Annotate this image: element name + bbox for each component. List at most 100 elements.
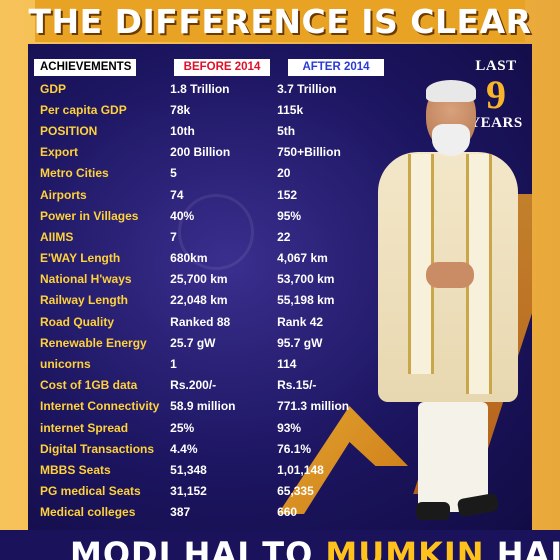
row-label: Per capita GDP [40, 102, 127, 117]
row-label: internet Spread [40, 420, 129, 435]
row-after-value: Rs.15/- [277, 378, 317, 393]
table-row: National H'ways 25,700 km 53,700 km [34, 269, 384, 290]
row-label: Export [40, 145, 79, 160]
title-banner: THE DIFFERENCE IS CLEAR [28, 0, 531, 42]
badge-number: 9 [486, 72, 506, 117]
table-row: Internet Connectivity 58.9 million 771.3 m… [34, 396, 384, 417]
table-row: Per capita GDP 78k 115k [34, 99, 384, 120]
row-before-value: 74 [170, 187, 184, 202]
row-after-value: 65,335 [277, 484, 314, 499]
row-label: GDP [40, 81, 67, 96]
row-before-value: 680km [170, 251, 208, 266]
person-figure [348, 80, 532, 530]
row-after-value: 115k [277, 102, 304, 117]
row-label: National H'ways [40, 272, 132, 287]
row-after-value: 750+Billion [277, 145, 341, 160]
person-shoe-left [416, 502, 450, 520]
row-after-value: 152 [277, 187, 298, 202]
badge-years: YEARS [469, 115, 523, 131]
row-before-value: 25.7 gW [170, 335, 216, 350]
comparison-panel: ACHIEVEMENTS BEFORE 2014 AFTER 2014 GDP 1… [28, 44, 532, 530]
row-before-value: 58.9 million [170, 399, 236, 414]
row-after-value: 93% [277, 420, 302, 435]
slogan-text: MODI HAI TO MUMKIN HAI [70, 534, 560, 560]
row-before-value: 31,152 [170, 484, 207, 499]
row-after-value: 20 [277, 166, 291, 181]
person-legs [418, 402, 488, 512]
person-hands [426, 262, 474, 288]
row-label: Cost of 1GB data [40, 378, 138, 393]
table-row: POSITION 10th 5th [34, 120, 384, 141]
table-row: Export 200 Billion 750+Billion [34, 142, 384, 163]
table-row: AIIMS 7 22 [34, 226, 384, 247]
table-row: Renewable Energy 25.7 gW 95.7 gW [34, 332, 384, 353]
table-row: Road Quality Ranked 88 Rank 42 [34, 311, 384, 332]
slogan-part-3: HAI [484, 535, 560, 560]
header-before: BEFORE 2014 [174, 58, 270, 76]
years-badge: LAST 9 YEARS [466, 58, 526, 132]
row-label: Renewable Energy [40, 335, 147, 350]
row-before-value: 200 Billion [170, 145, 231, 160]
table-row: Digital Transactions 4.4% 76.1% [34, 438, 384, 459]
row-after-value: 660 [277, 505, 298, 520]
slogan-footer: MODI HAI TO MUMKIN HAI [0, 530, 560, 560]
row-label: Medical colleges [40, 505, 136, 520]
row-label: Internet Connectivity [40, 399, 160, 414]
person-beard [432, 124, 470, 156]
row-before-value: Ranked 88 [170, 314, 231, 329]
row-before-value: 5 [170, 166, 177, 181]
table-row: Railway Length 22,048 km 55,198 km [34, 290, 384, 311]
row-after-value: 114 [277, 357, 297, 372]
row-after-value: 5th [277, 123, 296, 138]
slogan-highlight: MUMKIN [325, 535, 485, 560]
table-row: internet Spread 25% 93% [34, 417, 384, 438]
table-row: Power in Villages 40% 95% [34, 205, 384, 226]
row-label: AIIMS [40, 229, 74, 244]
row-before-value: 387 [170, 505, 191, 520]
row-before-value: 22,048 km [170, 293, 228, 308]
row-after-value: 95% [277, 208, 302, 223]
row-after-value: 22 [277, 229, 291, 244]
row-label: Airports [40, 187, 87, 202]
row-after-value: Rank 42 [277, 314, 324, 329]
row-after-value: 55,198 km [277, 293, 335, 308]
table-row: E'WAY Length 680km 4,067 km [34, 248, 384, 269]
row-before-value: 10th [170, 123, 195, 138]
row-label: Digital Transactions [40, 441, 155, 456]
row-label: MBBS Seats [40, 462, 111, 477]
table-row: unicorns 1 114 [34, 353, 384, 374]
table-row: MBBS Seats 51,348 1,01,148 [34, 459, 384, 480]
row-before-value: 7 [170, 229, 177, 244]
table-row: GDP 1.8 Trillion 3.7 Trillion [34, 78, 384, 99]
row-before-value: 40% [170, 208, 195, 223]
comparison-table: ACHIEVEMENTS BEFORE 2014 AFTER 2014 GDP 1… [34, 56, 384, 523]
row-label: Railway Length [40, 293, 129, 308]
table-row: Airports 74 152 [34, 184, 384, 205]
row-before-value: 1 [170, 357, 177, 372]
row-label: PG medical Seats [40, 484, 141, 499]
table-header: ACHIEVEMENTS BEFORE 2014 AFTER 2014 [34, 56, 384, 78]
header-after: AFTER 2014 [288, 58, 384, 76]
row-before-value: 4.4% [170, 441, 198, 456]
row-label: Power in Villages [40, 208, 139, 223]
badge-last: LAST [475, 58, 517, 74]
slogan-part-1: MODI HAI TO [70, 535, 326, 560]
row-after-value: 53,700 km [277, 272, 335, 287]
row-label: POSITION [40, 123, 98, 138]
row-before-value: 25% [170, 420, 195, 435]
table-row: Medical colleges 387 660 [34, 502, 384, 523]
table-row: Metro Cities 5 20 [34, 163, 384, 184]
row-after-value: 771.3 million [277, 399, 350, 414]
header-achievements: ACHIEVEMENTS [34, 58, 136, 76]
row-before-value: 1.8 Trillion [170, 81, 230, 96]
row-label: Road Quality [40, 314, 115, 329]
row-before-value: 51,348 [170, 462, 207, 477]
row-after-value: 4,067 km [277, 251, 328, 266]
row-after-value: 1,01,148 [277, 462, 324, 477]
row-before-value: 25,700 km [170, 272, 228, 287]
row-label: Metro Cities [40, 166, 109, 181]
row-label: E'WAY Length [40, 251, 121, 266]
row-before-value: 78k [170, 102, 191, 117]
row-label: unicorns [40, 357, 91, 372]
row-after-value: 95.7 gW [277, 335, 323, 350]
